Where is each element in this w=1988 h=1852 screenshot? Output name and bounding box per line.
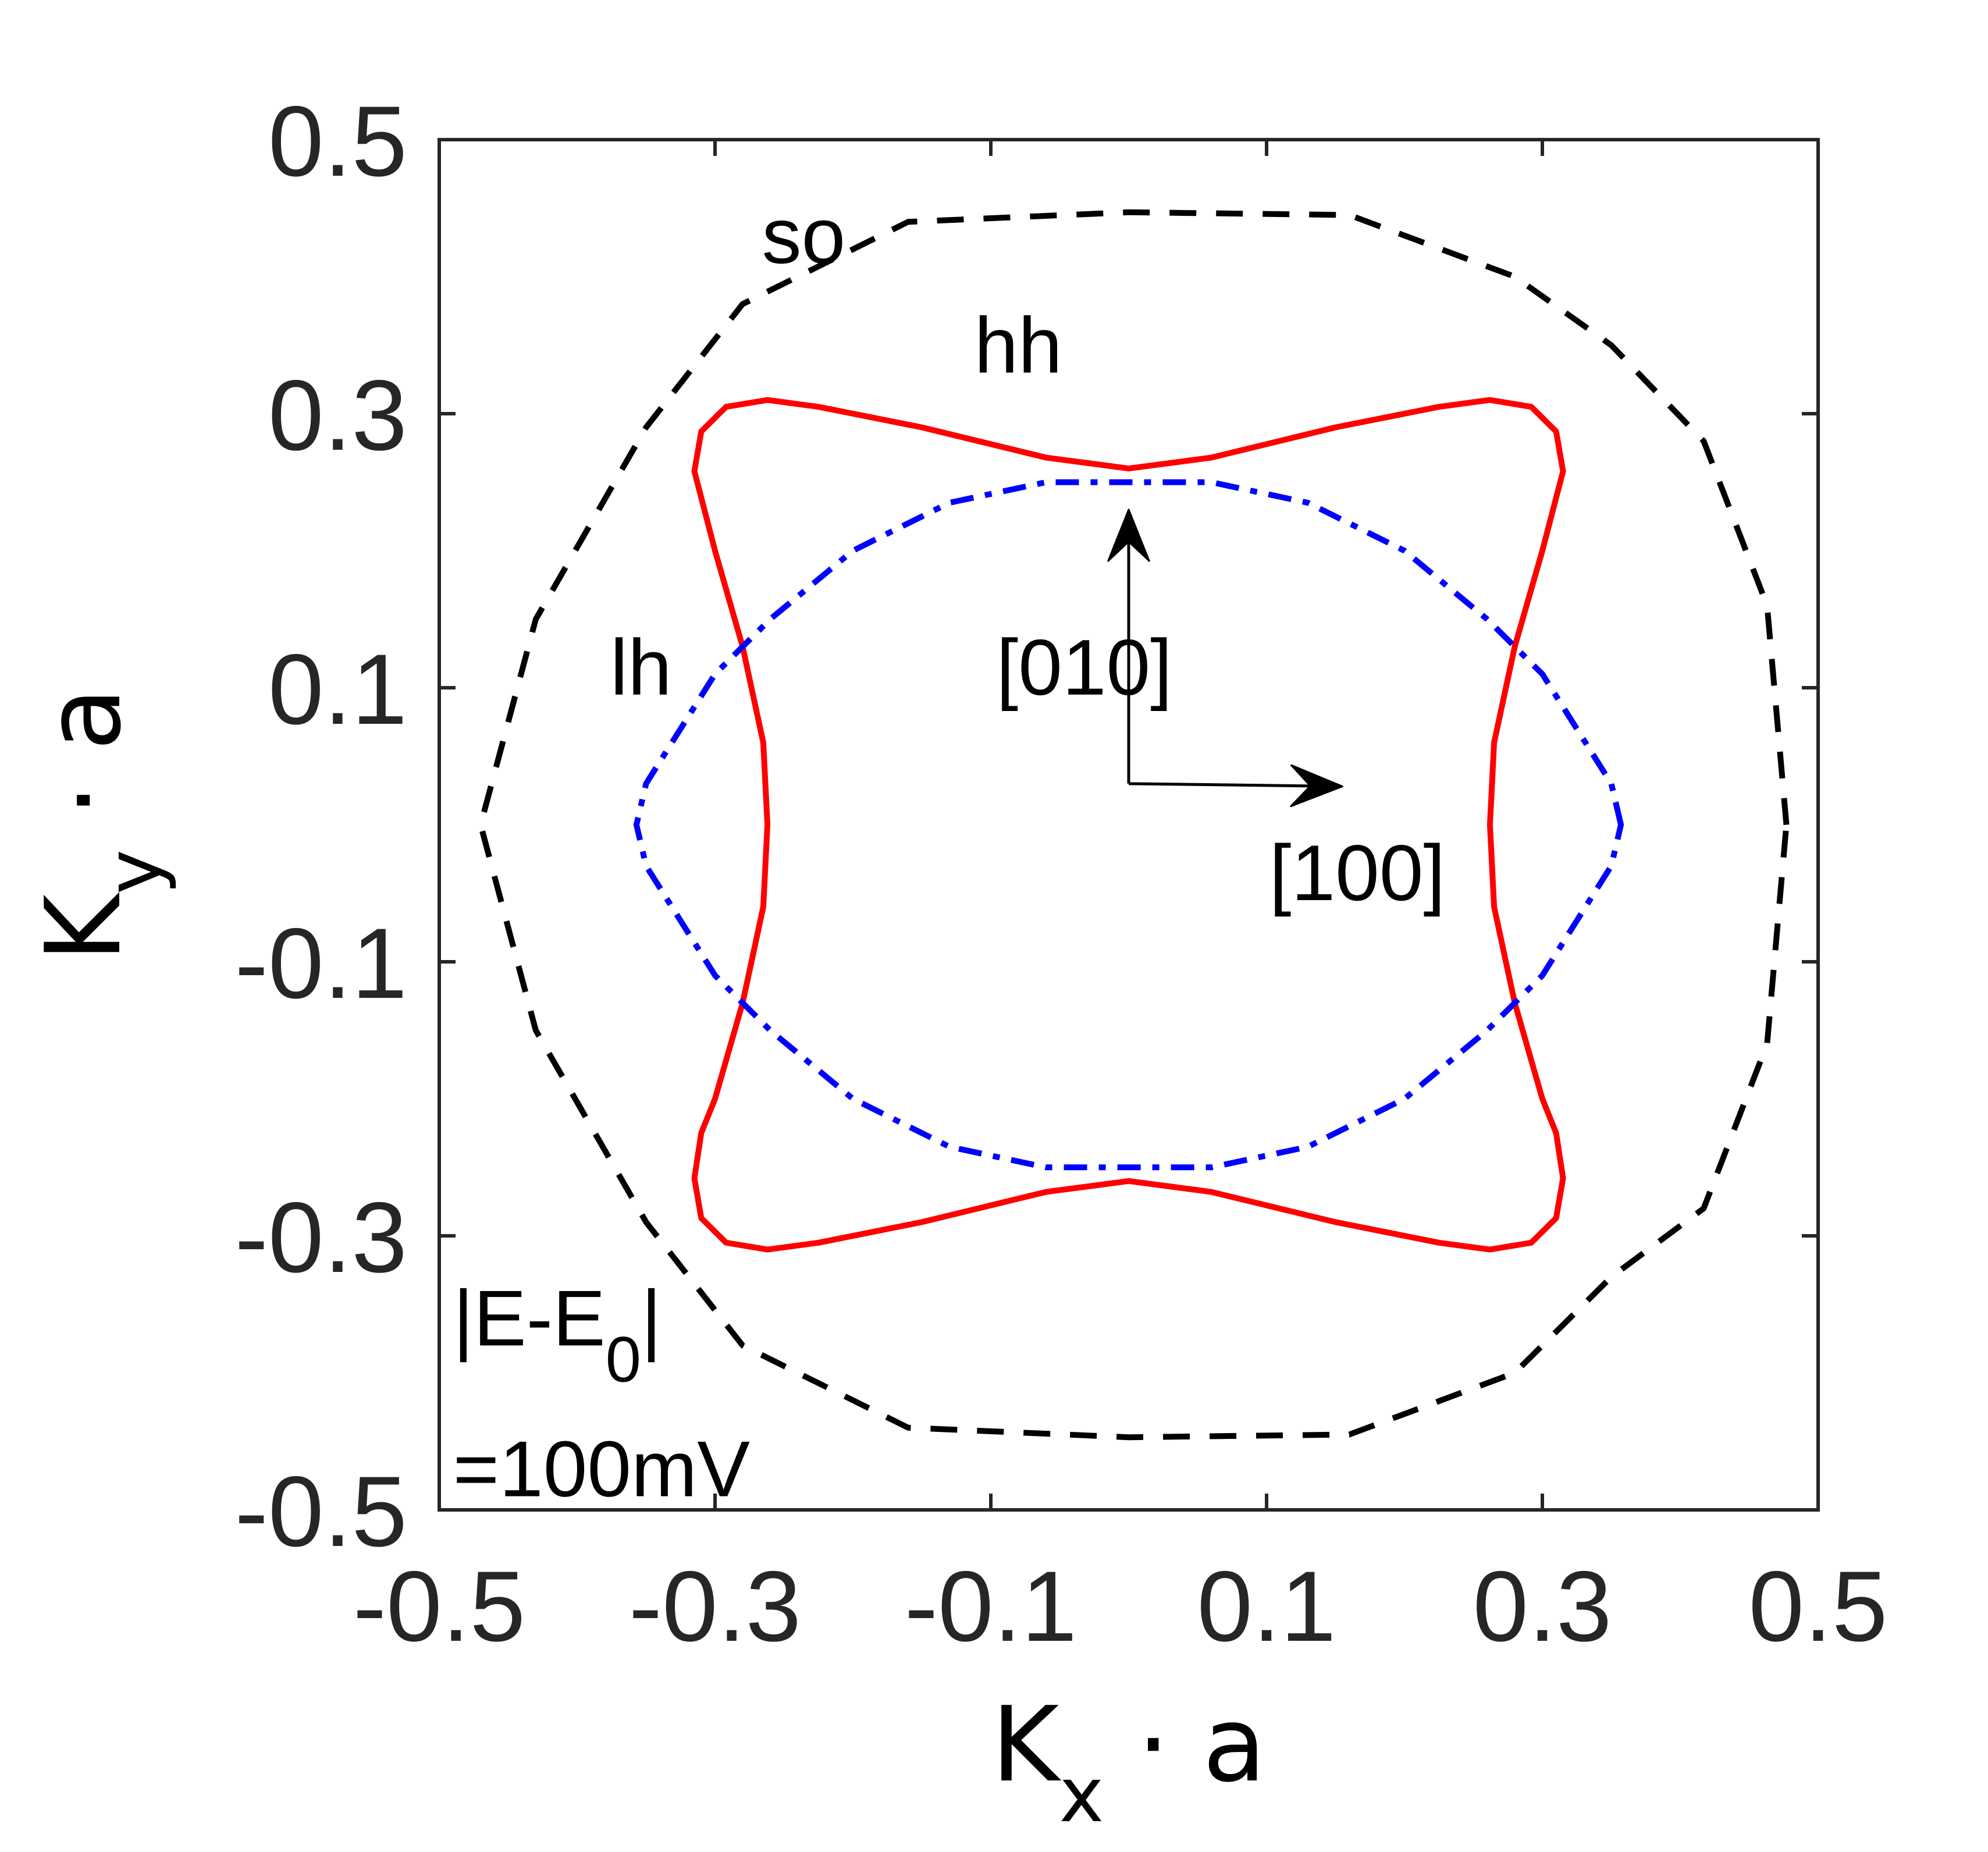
y-tick-label: 0.3 — [268, 360, 407, 471]
annotations-layer: so hh lh [010] [100] |E-E0| =100mV — [453, 191, 1446, 1513]
contour-so — [478, 209, 1790, 1441]
y-tick-label: 0.5 — [268, 86, 407, 197]
x-tick-label: -0.5 — [353, 1551, 525, 1662]
x-tick-label: -0.3 — [629, 1551, 801, 1662]
annotation-label: =100mV — [453, 1424, 751, 1513]
plot-frame — [438, 138, 1820, 1512]
annotation-label: hh — [975, 301, 1062, 389]
contour-hh — [691, 397, 1566, 1253]
x-axis-label: Kx · a — [991, 1684, 1267, 1839]
arrow-shaft — [1128, 782, 1311, 788]
y-tick-label: -0.3 — [235, 1182, 407, 1293]
x-tick-label: 0.3 — [1473, 1551, 1612, 1662]
x-tick-label: 0.5 — [1748, 1551, 1887, 1662]
y-tick-label: -0.1 — [235, 908, 407, 1019]
x-tick-label: 0.1 — [1197, 1551, 1336, 1662]
ticks-layer — [438, 138, 1820, 1512]
curves-layer — [478, 209, 1790, 1441]
tick-labels-layer: -0.5 -0.3 -0.1 0.1 0.3 0.5 -0.5 -0.3 -0.1 0.1 0.3 0… — [235, 86, 1888, 1662]
arrow-head — [1107, 509, 1150, 562]
x-tick-label: -0.1 — [905, 1551, 1077, 1662]
contour-lh — [633, 479, 1624, 1171]
y-tick-label: -0.5 — [235, 1456, 407, 1567]
annotation-label: [100] — [1269, 829, 1445, 917]
annotation-label: so — [762, 191, 846, 280]
y-axis-label: Ky · a — [23, 687, 178, 962]
annotation-label: lh — [610, 623, 672, 712]
annotation-label: |E-E0| — [453, 1274, 662, 1395]
arrow-head — [1290, 764, 1343, 808]
arrows-layer — [1107, 509, 1343, 808]
annotation-label: [010] — [996, 623, 1172, 712]
y-tick-label: 0.1 — [268, 634, 407, 745]
